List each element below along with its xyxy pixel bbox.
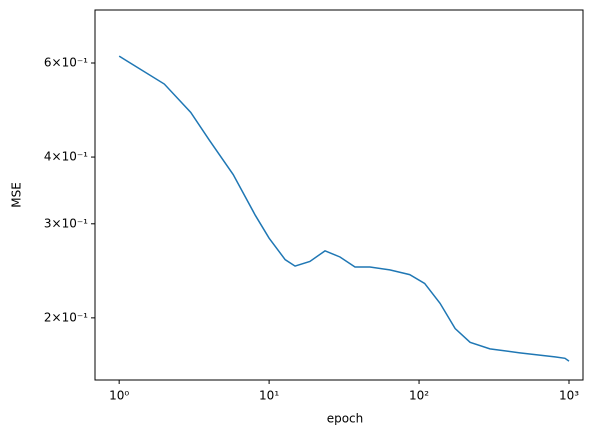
x-tick-label: 10¹ — [259, 389, 279, 403]
y-axis-label: MSE — [10, 182, 24, 208]
x-tick-label: 10² — [409, 389, 429, 403]
plot-frame — [94, 9, 584, 381]
x-tick-label: 10³ — [559, 389, 579, 403]
y-tick-label: 6×10⁻¹ — [44, 55, 88, 69]
x-axis-label: epoch — [327, 412, 364, 426]
y-tick-label: 2×10⁻¹ — [44, 310, 88, 324]
line-series — [118, 55, 570, 362]
y-tick-label: 3×10⁻¹ — [44, 216, 88, 230]
y-tick-label: 4×10⁻¹ — [44, 150, 88, 164]
x-tick-label: 10⁰ — [109, 389, 129, 403]
